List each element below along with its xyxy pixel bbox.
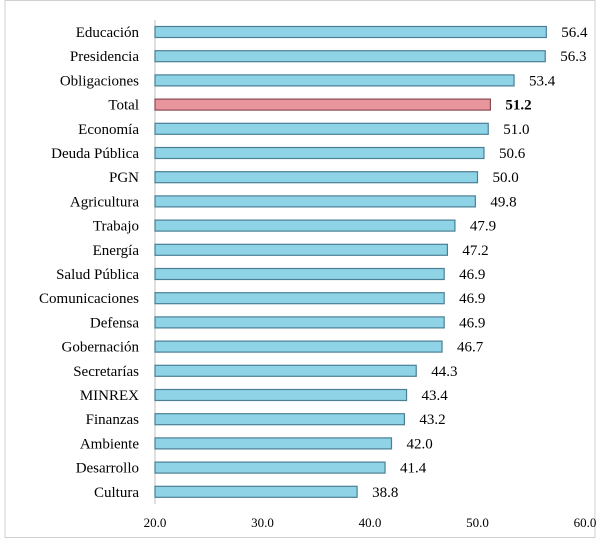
value-label: 46.9	[459, 315, 485, 331]
value-label: 41.4	[400, 461, 427, 477]
bar-17	[154, 437, 393, 450]
value-label: 49.8	[490, 194, 516, 210]
value-label: 46.9	[459, 267, 485, 283]
value-label: 56.3	[560, 49, 586, 65]
bar-3	[154, 98, 491, 111]
value-label: 46.7	[457, 340, 484, 356]
x-tick-label: 60.0	[574, 515, 597, 530]
category-label: MINREX	[80, 388, 139, 404]
value-label: 43.2	[419, 412, 445, 428]
bar-4	[154, 122, 489, 135]
category-label: Energía	[93, 243, 140, 259]
x-tick-label: 40.0	[359, 515, 382, 530]
category-label: Salud Pública	[56, 267, 139, 283]
category-label: Presidencia	[70, 49, 139, 65]
bar-6	[154, 171, 479, 184]
x-tick-label: 50.0	[466, 515, 489, 530]
value-label: 51.0	[503, 122, 529, 138]
bar-11	[154, 292, 445, 305]
value-labels-group: 56.4 56.353.4 51.2 51.0 50.6 50.0 49.8 47.9 47.2…	[372, 25, 588, 501]
bar-13	[154, 340, 443, 353]
category-label: Defensa	[90, 315, 139, 331]
bar-7	[154, 195, 476, 208]
category-label: Cultura	[94, 485, 139, 501]
bar-10	[154, 267, 445, 281]
x-tick-labels-group: 20.0 30.0 40.0 50.0 60.0	[144, 515, 597, 530]
bar-16	[154, 413, 405, 426]
value-label: 50.6	[499, 146, 526, 162]
category-label: Deuda Pública	[51, 146, 139, 162]
category-label: Gobernación	[62, 340, 140, 356]
category-label: Agricultura	[70, 194, 139, 210]
category-label: Total	[108, 98, 139, 114]
value-label: 46.9	[459, 291, 485, 307]
value-label: 56.4	[561, 25, 588, 41]
bar-18	[154, 461, 386, 474]
bars-group	[154, 25, 547, 498]
category-label: Comunicaciones	[39, 291, 139, 307]
category-labels-group: Educación Presidencia Obligaciones Total Eco…	[39, 25, 139, 501]
bar-15	[154, 388, 408, 402]
bar-12	[154, 316, 445, 329]
value-label: 53.4	[529, 73, 556, 89]
value-label: 47.9	[470, 219, 496, 235]
bar-0	[154, 25, 547, 39]
category-label: PGN	[109, 170, 139, 186]
bar-5	[154, 146, 485, 160]
value-label: 47.2	[462, 243, 488, 259]
category-label: Trabajo	[93, 219, 139, 235]
bar-2	[154, 74, 515, 87]
category-label: Finanzas	[86, 412, 139, 428]
bar-1	[154, 50, 546, 63]
category-label: Obligaciones	[60, 73, 139, 89]
x-tick-label: 30.0	[251, 515, 274, 530]
bar-8	[154, 219, 456, 232]
bar-14	[154, 364, 417, 377]
category-label: Ambiente	[80, 436, 139, 452]
bar-19	[154, 485, 358, 498]
x-tick-label: 20.0	[144, 515, 167, 530]
category-label: Secretarías	[73, 364, 139, 380]
category-label: Educación	[76, 25, 140, 41]
chart-frame	[4, 0, 596, 538]
value-label: 43.4	[422, 388, 449, 404]
category-label: Desarrollo	[76, 461, 139, 477]
value-label: 50.0	[493, 170, 519, 186]
value-label: 42.0	[407, 436, 433, 452]
value-label: 38.8	[372, 485, 398, 501]
category-label: Economía	[78, 122, 139, 138]
value-label: 51.2	[505, 98, 531, 114]
value-label: 44.3	[431, 364, 457, 380]
bar-9	[154, 243, 448, 256]
